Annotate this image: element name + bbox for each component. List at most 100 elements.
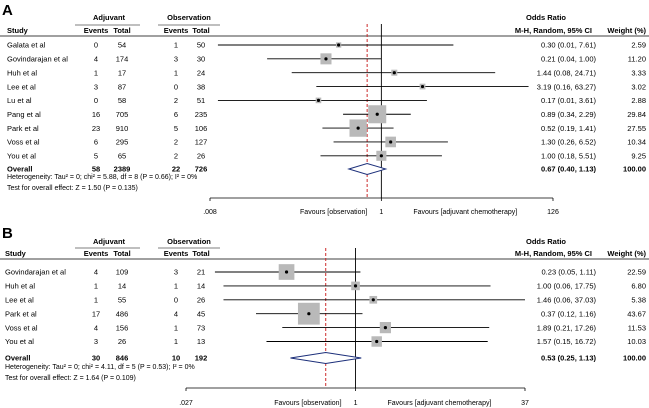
favours-right-label: Favours [adjuvant chemotherapy] [388,400,492,407]
study-or-ci: 3.19 (0.16, 63.27) [537,82,597,91]
overall-total-observation: 192 [195,354,208,363]
study-point-estimate [316,98,321,102]
header-adjuvant: Adjuvant [93,237,126,246]
overall-weight: 100.00 [623,354,646,363]
study-name: Lee et al [7,82,36,91]
study-total-adjuvant: 295 [116,138,129,147]
heterogeneity-text: Heterogeneity: Tau² = 0; chi² = 5.88, df… [7,174,197,181]
study-name: Govindarajan et al [7,55,68,64]
study-total-observation: 14 [197,282,205,291]
overall-events-observation: 22 [172,165,180,174]
overall-label: Overall [5,354,30,363]
study-weight: 2.59 [631,41,646,50]
study-total-observation: 24 [197,68,205,77]
overall-effect-test-text: Test for overall effect: Z = 1.64 (P = 0… [5,375,136,382]
study-weight: 6.80 [631,282,646,291]
header-total-adjuvant: Total [113,249,130,258]
study-or-ci: 1.46 (0.06, 37.03) [537,296,597,305]
study-point-estimate [356,126,360,130]
overall-total-adjuvant: 2389 [114,165,131,174]
study-total-adjuvant: 26 [118,337,126,346]
header-events-adjuvant: Events [84,26,109,35]
header-events-observation: Events [164,26,189,35]
header-or-method: M-H, Random, 95% CI [515,26,592,35]
study-weight: 9.25 [631,152,646,161]
study-name: Lu et al [7,96,32,105]
study-total-observation: 26 [197,296,205,305]
study-or-ci: 1.57 (0.15, 16.72) [537,337,597,346]
header-weight: Weight (%) [607,26,646,35]
study-point-estimate [284,270,289,274]
study-total-adjuvant: 87 [118,82,126,91]
overall-total-adjuvant: 846 [116,354,129,363]
study-or-ci: 0.23 (0.05, 1.11) [542,268,597,277]
study-or-ci: 0.52 (0.19, 1.41) [541,124,597,133]
heterogeneity-text: Heterogeneity: Tau² = 0; chi² = 4.11, df… [5,364,195,371]
header-observation: Observation [167,237,211,246]
study-or-ci: 0.37 (0.12, 1.16) [541,309,597,318]
study-total-observation: 13 [197,337,205,346]
overall-events-observation: 10 [172,354,180,363]
study-total-adjuvant: 174 [116,55,129,64]
study-total-adjuvant: 109 [116,268,129,277]
study-total-adjuvant: 705 [116,110,129,119]
study-total-adjuvant: 14 [118,282,126,291]
x-axis-tick-label: .008 [203,209,217,216]
study-total-observation: 235 [195,110,208,119]
study-events-adjuvant: 3 [94,337,98,346]
study-events-adjuvant: 23 [92,124,100,133]
header-or-method: M-H, Random, 95% CI [515,249,592,258]
overall-weight: 100.00 [623,165,646,174]
study-name: Govindarajan et al [5,268,66,277]
study-or-ci: 0.30 (0.01, 7.61) [541,41,597,50]
study-point-estimate [375,112,379,116]
study-events-observation: 1 [174,323,178,332]
study-events-observation: 1 [174,68,178,77]
study-events-observation: 2 [174,152,178,161]
study-name: Huh et al [7,68,37,77]
study-name: Pang et al [7,110,41,119]
overall-events-adjuvant: 58 [92,165,100,174]
study-or-ci: 0.89 (0.34, 2.29) [541,110,597,119]
header-adjuvant: Adjuvant [93,13,126,22]
study-events-adjuvant: 4 [94,55,98,64]
overall-or-ci: 0.67 (0.40, 1.13) [541,165,597,174]
overall-label: Overall [7,165,32,174]
study-events-observation: 2 [174,138,178,147]
study-name: Park et al [7,124,39,133]
x-axis-tick-label: 1 [379,209,383,216]
study-name: Huh et al [5,282,35,291]
study-name: Galata et al [7,41,46,50]
study-weight: 3.02 [631,82,646,91]
header-total-observation: Total [192,249,209,258]
study-name: You et al [5,337,34,346]
header-total-adjuvant: Total [113,26,130,35]
overall-effect-test-text: Test for overall effect: Z = 1.50 (P = 0… [7,185,138,192]
study-total-observation: 106 [195,124,208,133]
study-or-ci: 1.00 (0.18, 5.51) [541,152,597,161]
header-total-observation: Total [192,26,209,35]
study-events-observation: 1 [174,337,178,346]
overall-diamond [347,162,388,176]
study-events-adjuvant: 1 [94,282,98,291]
study-point-estimate [353,284,358,288]
study-total-observation: 38 [197,82,205,91]
study-weight: 27.55 [627,124,646,133]
study-total-adjuvant: 156 [116,323,129,332]
x-axis-tick-label: 1 [354,400,358,407]
study-point-estimate [307,312,311,316]
header-odds-ratio: Odds Ratio [526,13,566,22]
study-point-estimate [379,154,383,158]
header-events-adjuvant: Events [84,249,109,258]
study-or-ci: 1.89 (0.21, 17.26) [537,323,597,332]
study-weight: 22.59 [627,268,646,277]
study-name: Park et al [5,309,37,318]
study-name: You et al [7,152,36,161]
favours-right-label: Favours [adjuvant chemotherapy] [413,209,517,216]
study-total-observation: 26 [197,152,205,161]
study-events-adjuvant: 1 [94,296,98,305]
study-weight: 43.67 [627,309,646,318]
study-events-adjuvant: 0 [94,41,98,50]
